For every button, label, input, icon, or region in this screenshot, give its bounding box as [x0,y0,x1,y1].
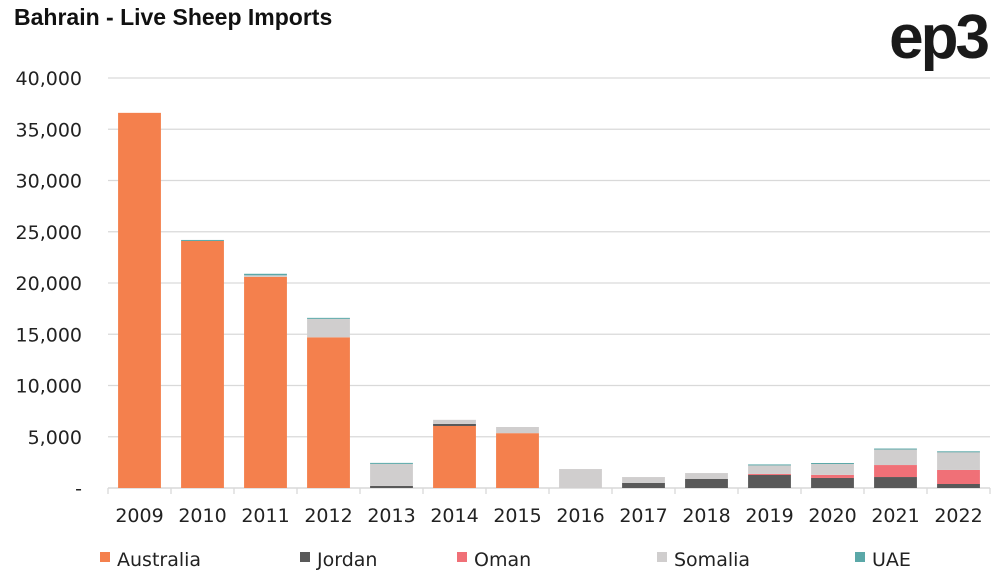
bar-oman-2019 [748,473,791,475]
y-tick-label: - [75,478,82,500]
x-tick-label: 2021 [871,505,919,527]
legend-swatch-jordan [300,552,310,562]
bar-somalia-2011 [244,275,287,277]
chart-title: Bahrain - Live Sheep Imports [14,4,333,30]
bar-uae-2019 [748,464,791,466]
x-tick-label: 2011 [241,505,289,527]
bar-uae-2021 [874,448,917,450]
bar-uae-2013 [370,462,413,464]
legend-swatch-uae [855,552,865,562]
bar-australia-2011 [244,276,287,488]
ep3-logo: ep3 [889,3,990,72]
x-tick-label: 2019 [745,505,793,527]
bar-uae-2012 [307,317,350,319]
bar-oman-2022 [937,469,980,485]
bar-somalia-2021 [874,449,917,466]
x-tick-label: 2010 [178,505,226,527]
bar-oman-2021 [874,465,917,478]
x-tick-label: 2009 [115,505,163,527]
bar-uae-2010 [181,239,224,241]
bar-jordan-2022 [937,484,980,488]
bar-somalia-2016 [559,469,602,488]
bar-oman-2020 [811,474,854,478]
legend-label-jordan: Jordan [316,549,377,571]
bar-jordan-2014 [433,423,476,426]
x-tick-label: 2016 [556,505,604,527]
bar-somalia-2020 [811,463,854,475]
x-tick-label: 2013 [367,505,415,527]
y-tick-label: 10,000 [16,376,82,398]
x-tick-label: 2022 [934,505,982,527]
legend-swatch-oman [457,552,467,562]
bar-uae-2022 [937,451,980,453]
y-tick-label: 20,000 [16,273,82,295]
bar-australia-2010 [181,240,224,488]
bar-australia-2012 [307,337,350,488]
y-tick-label: 30,000 [16,171,82,193]
x-tick-label: 2015 [493,505,541,527]
bar-somalia-2018 [685,473,728,479]
y-tick-label: 5,000 [28,427,82,449]
bar-jordan-2017 [622,482,665,488]
x-tick-label: 2012 [304,505,352,527]
legend-label-uae: UAE [872,549,911,571]
x-tick-label: 2017 [619,505,667,527]
legend-label-australia: Australia [117,549,201,571]
bar-somalia-2014 [433,419,476,424]
x-tick-label: 2018 [682,505,730,527]
bar-jordan-2019 [748,474,791,488]
bar-jordan-2020 [811,477,854,488]
bar-somalia-2019 [748,465,791,474]
y-tick-label: 35,000 [16,119,82,141]
bar-australia-2015 [496,433,539,488]
bar-somalia-2012 [307,318,350,338]
bar-somalia-2013 [370,463,413,486]
bar-jordan-2013 [370,485,413,488]
legend-label-oman: Oman [474,549,531,571]
legend-swatch-somalia [657,552,667,562]
y-tick-label: 40,000 [16,68,82,90]
bar-jordan-2018 [685,478,728,488]
x-tick-label: 2014 [430,505,478,527]
y-tick-label: 25,000 [16,222,82,244]
bar-jordan-2021 [874,477,917,488]
bar-somalia-2022 [937,451,980,470]
bar-uae-2011 [244,273,287,276]
bar-australia-2014 [433,425,476,488]
x-tick-label: 2020 [808,505,856,527]
bar-australia-2009 [118,112,161,488]
y-tick-label: 15,000 [16,324,82,346]
bar-uae-2020 [811,462,854,464]
bar-somalia-2015 [496,427,539,434]
bar-somalia-2017 [622,477,665,483]
legend-swatch-australia [100,552,110,562]
legend-label-somalia: Somalia [674,549,750,571]
